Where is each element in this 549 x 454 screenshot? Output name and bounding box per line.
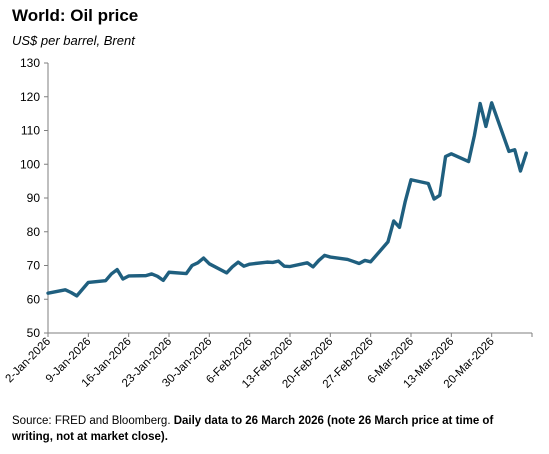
source-data-note: Daily data to 26 March 2026 (note 26 Mar… <box>12 415 494 443</box>
y-axis: 50 60 70 80 90 100 110 120 130 <box>20 56 49 340</box>
y-tick-label: 100 <box>20 157 40 171</box>
source-note: Source: FRED and Bloomberg. Daily data t… <box>12 413 532 445</box>
source-text: Source: FRED and Bloomberg. <box>12 415 174 427</box>
y-tick-label: 80 <box>27 225 41 239</box>
plot-area <box>46 101 528 298</box>
series-line-brent <box>46 101 528 298</box>
chart-subtitle: US$ per barrel, Brent <box>12 33 135 48</box>
y-tick-label: 120 <box>20 90 40 104</box>
y-tick-label: 60 <box>27 292 41 306</box>
y-tick-label: 50 <box>27 326 41 340</box>
y-tick-label: 70 <box>27 259 41 273</box>
y-tick-label: 130 <box>20 56 40 70</box>
x-axis: 2-Jan-20269-Jan-202616-Jan-202623-Jan-20… <box>3 332 533 391</box>
chart-title: World: Oil price <box>12 6 139 25</box>
y-tick-label: 110 <box>21 124 40 138</box>
y-tick-label: 90 <box>27 191 41 205</box>
